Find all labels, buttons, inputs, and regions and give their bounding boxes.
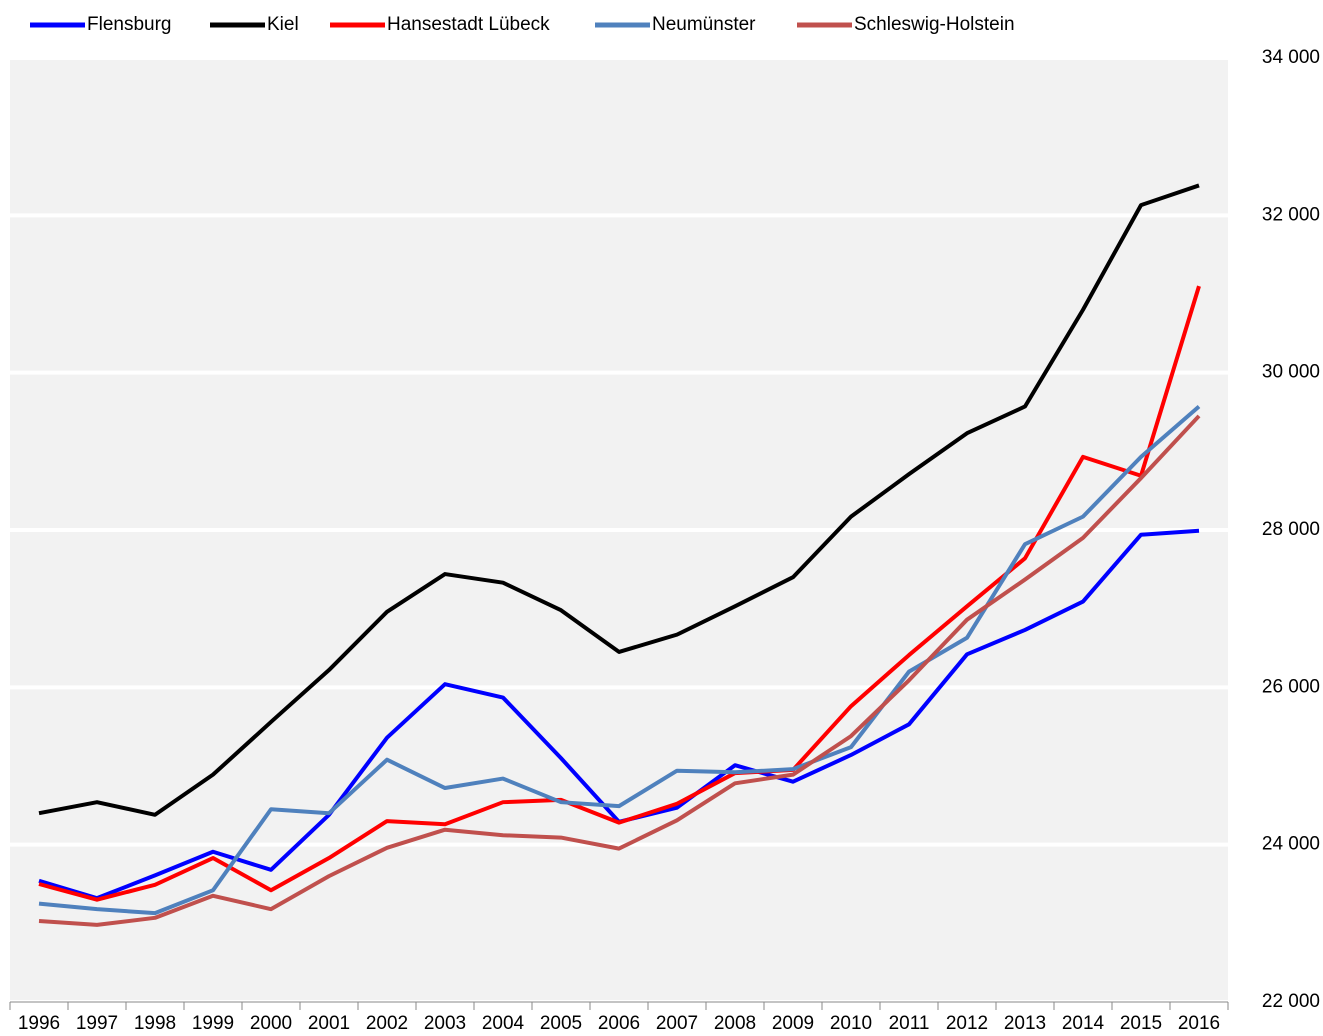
y-tick-label: 26 000 [1262, 676, 1320, 697]
x-tick-label: 2002 [366, 1013, 408, 1034]
y-tick-label: 28 000 [1262, 519, 1320, 540]
x-tick-label: 2001 [308, 1013, 350, 1034]
y-tick-label: 34 000 [1262, 47, 1320, 68]
y-tick-label: 32 000 [1262, 204, 1320, 225]
series-line [38, 183, 1200, 817]
x-tick-label: 2014 [1062, 1013, 1105, 1034]
x-tick-label: 2003 [424, 1013, 466, 1034]
series-line [38, 404, 1201, 916]
legend-label: Schleswig-Holstein [854, 14, 1015, 35]
x-tick-label: 1997 [76, 1013, 118, 1034]
x-tick-label: 1999 [192, 1013, 234, 1034]
legend-label: Kiel [267, 14, 299, 35]
x-tick-label: 2012 [946, 1013, 988, 1034]
y-tick-label: 22 000 [1262, 991, 1320, 1012]
x-tick-label: 2000 [250, 1013, 292, 1034]
legend-label: Hansestadt Lübeck [387, 14, 550, 35]
x-tick-label: 2016 [1178, 1013, 1220, 1034]
x-tick-label: 2006 [598, 1013, 640, 1034]
x-tick-label: 2007 [656, 1013, 698, 1034]
x-tick-label: 2010 [830, 1013, 872, 1034]
x-tick-label: 2013 [1004, 1013, 1046, 1034]
x-tick-label: 2004 [482, 1013, 525, 1034]
x-tick-label: 2009 [772, 1013, 814, 1034]
x-tick-label: 1996 [18, 1013, 60, 1034]
series-line [38, 414, 1201, 927]
y-tick-label: 30 000 [1262, 362, 1320, 383]
x-tick-label: 2011 [889, 1013, 930, 1034]
x-tick-label: 2015 [1120, 1013, 1162, 1034]
x-tick-label: 2005 [540, 1013, 582, 1034]
legend-label: Flensburg [87, 14, 172, 35]
x-tick-label: 1998 [134, 1013, 176, 1034]
legend-label: Neumünster [652, 14, 756, 35]
y-tick-label: 24 000 [1262, 834, 1320, 855]
x-tick-label: 2008 [714, 1013, 756, 1034]
